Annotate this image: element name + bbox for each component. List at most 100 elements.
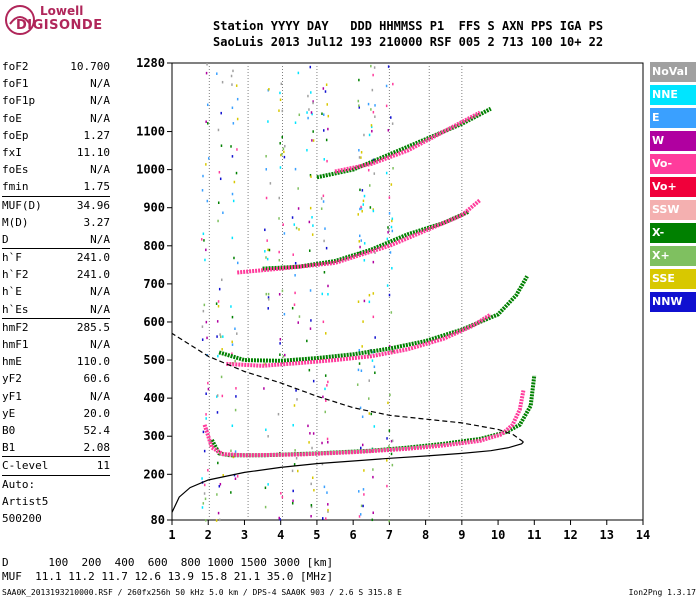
echo-dot xyxy=(361,415,364,419)
echo-dot xyxy=(201,325,204,328)
echo-trace-vo- xyxy=(237,198,482,275)
y-tick-label: 200 xyxy=(143,467,165,481)
echo-dot xyxy=(297,71,300,75)
echo-dot xyxy=(391,439,394,443)
echo-dot xyxy=(279,518,281,521)
echo-dot xyxy=(358,156,361,159)
echo-dot xyxy=(279,342,281,345)
echo-dot xyxy=(219,177,222,181)
param-label: foF2 xyxy=(2,60,29,73)
echo-dot xyxy=(325,332,327,335)
param-row: foF1p N/A xyxy=(2,92,110,109)
logo-line2: DIGISONDE xyxy=(16,18,103,33)
x-tick-label: 5 xyxy=(313,528,320,542)
echo-dot xyxy=(295,226,298,230)
param-row: foE N/A xyxy=(2,110,110,127)
echo-dot xyxy=(324,517,327,520)
param-value: N/A xyxy=(90,94,110,108)
x-tick-label: 13 xyxy=(600,528,614,542)
echo-dot xyxy=(267,307,269,310)
param-row: Artist5 xyxy=(2,493,110,510)
echo-dot xyxy=(278,250,280,254)
echo-dot xyxy=(372,209,375,213)
echo-dot xyxy=(204,497,207,501)
echo-dot xyxy=(359,234,361,238)
echo-dot xyxy=(387,65,390,68)
echo-dot xyxy=(297,321,299,324)
echo-dot xyxy=(202,502,205,505)
echo-dot xyxy=(236,332,238,335)
echo-dot xyxy=(310,175,312,178)
echo-dot xyxy=(391,463,394,467)
echo-dot xyxy=(363,469,365,472)
echo-dot xyxy=(371,359,374,362)
echo-dot xyxy=(388,196,391,199)
echo-dot xyxy=(292,253,294,256)
echo-dot xyxy=(297,469,299,473)
echo-dot xyxy=(292,423,294,427)
echo-dot xyxy=(283,150,285,154)
param-value: N/A xyxy=(90,232,110,246)
echo-dot xyxy=(202,232,205,236)
echo-dot xyxy=(216,493,218,496)
param-value: N/A xyxy=(90,389,110,403)
param-separator xyxy=(2,248,110,250)
echo-dot xyxy=(326,437,329,441)
param-row: Auto: xyxy=(2,476,110,493)
echo-dot xyxy=(306,339,308,343)
echo-dot xyxy=(312,224,314,227)
echo-dot xyxy=(358,348,361,352)
echo-dot xyxy=(279,338,282,341)
echo-dot xyxy=(279,98,282,102)
echo-dot xyxy=(370,124,373,127)
echo-dot xyxy=(391,122,394,125)
echo-trace-vo- xyxy=(202,390,526,458)
echo-dot xyxy=(235,84,238,87)
param-row: h`F 241.0 xyxy=(2,249,110,266)
echo-dot xyxy=(232,455,235,459)
echo-dot xyxy=(231,343,234,346)
echo-dot xyxy=(369,349,371,352)
echo-dot xyxy=(201,189,204,192)
param-label: fmin xyxy=(2,180,29,194)
param-value: N/A xyxy=(90,163,110,177)
echo-dot xyxy=(322,517,324,520)
echo-dot xyxy=(310,319,312,322)
legend-item: SSE xyxy=(650,269,696,289)
echo-dot xyxy=(392,349,394,353)
echo-dot xyxy=(216,395,218,398)
echo-trace-x- xyxy=(210,375,537,458)
echo-dot xyxy=(363,194,366,198)
echo-dot xyxy=(307,94,309,98)
echo-dot xyxy=(265,256,267,259)
echo-dot xyxy=(202,309,205,313)
param-row: M(D) 3.27 xyxy=(2,214,110,231)
echo-dot xyxy=(327,503,329,506)
echo-dot xyxy=(230,305,232,308)
echo-dot xyxy=(278,516,280,520)
echo-dot xyxy=(205,71,208,75)
echo-dot xyxy=(298,113,301,117)
param-label: yF1 xyxy=(2,389,22,403)
echo-dot xyxy=(282,147,285,150)
echo-dot xyxy=(233,256,235,260)
x-tick-label: 2 xyxy=(205,528,212,542)
echo-dot xyxy=(269,182,272,185)
echo-dot xyxy=(263,387,265,390)
echo-dot xyxy=(363,299,366,303)
digisonde-logo: Lowell DIGISONDE xyxy=(2,2,122,42)
y-tick-label: 500 xyxy=(143,353,165,367)
echo-dot xyxy=(321,462,324,466)
echo-dot xyxy=(323,113,325,116)
echo-dot xyxy=(306,111,308,114)
echo-dot xyxy=(325,138,328,142)
echo-dot xyxy=(373,425,376,428)
echo-dot xyxy=(357,368,360,372)
echo-dot xyxy=(268,88,270,91)
echo-dot xyxy=(217,511,220,515)
echo-dot xyxy=(298,228,300,231)
echo-dot xyxy=(232,122,235,125)
echo-dot xyxy=(390,311,393,314)
echo-dot xyxy=(309,432,311,435)
echo-dot xyxy=(363,242,366,245)
